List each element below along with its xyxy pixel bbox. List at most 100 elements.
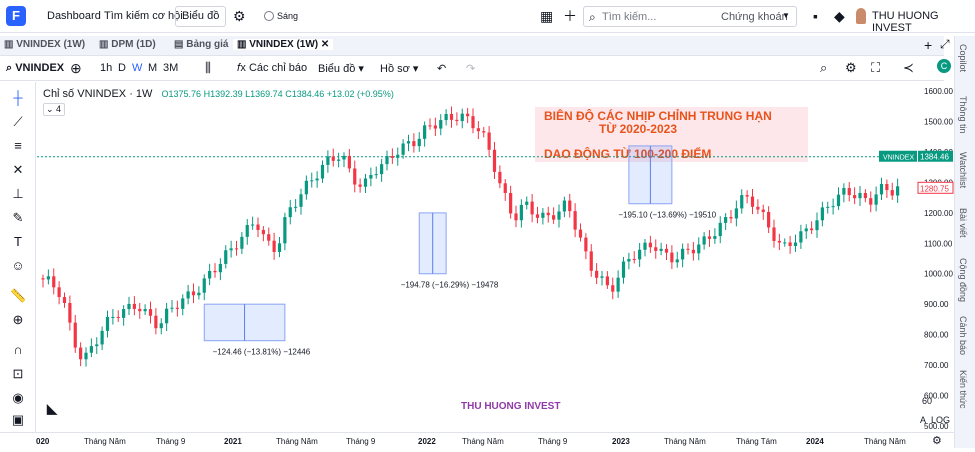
chevron-down-icon[interactable]: ▼ bbox=[782, 11, 790, 20]
nav-opportunities[interactable]: Tìm kiếm cơ hội bbox=[104, 10, 183, 22]
add-icon[interactable]: ＋ bbox=[563, 8, 577, 24]
candle bbox=[256, 224, 260, 230]
pattern-icon[interactable]: ✕ bbox=[12, 162, 24, 177]
tab-dpm-1d[interactable]: ▥ DPM (1D) bbox=[99, 39, 156, 50]
right-tab-community[interactable]: Cộng đồng bbox=[958, 258, 968, 303]
interval-1h[interactable]: 1h bbox=[100, 62, 113, 74]
candle bbox=[718, 222, 722, 237]
time-tick-label: Tháng Năm bbox=[84, 437, 126, 446]
indicators-button[interactable]: 𝑓x Các chỉ báo bbox=[237, 62, 308, 74]
chart-button[interactable]: Biểu đồ bbox=[175, 6, 227, 27]
right-tab-alerts[interactable]: Cảnh báo bbox=[958, 316, 968, 356]
candle bbox=[358, 184, 362, 187]
annotation-text-2: TỪ 2020-2023 bbox=[599, 121, 677, 136]
symbol-search[interactable]: ⌕ VNINDEX bbox=[6, 62, 65, 74]
settings-icon[interactable]: ⚙ bbox=[845, 60, 857, 75]
interval-w[interactable]: W bbox=[132, 62, 143, 74]
candle bbox=[79, 347, 83, 360]
nav-dashboard[interactable]: Dashboard bbox=[47, 10, 101, 22]
candle bbox=[380, 164, 384, 175]
undo-icon[interactable]: ↶ bbox=[437, 63, 447, 75]
candle bbox=[84, 352, 88, 360]
lock-icon[interactable]: ⊡ bbox=[12, 366, 24, 381]
price-tick-label: 1600.00 bbox=[924, 87, 953, 96]
user-name[interactable]: THU HUONG INVEST bbox=[872, 10, 939, 34]
profile-menu[interactable]: Hồ sơ ▾ bbox=[380, 63, 419, 75]
candle bbox=[105, 316, 110, 331]
candle bbox=[546, 212, 550, 216]
redo-icon[interactable]: ↷ bbox=[466, 63, 476, 75]
search-box[interactable]: ⌕ Tìm kiếm... Chứng khoán ▼ bbox=[583, 6, 797, 27]
candle bbox=[385, 156, 389, 165]
bell-icon[interactable]: ◆ bbox=[834, 8, 845, 24]
layout-grid-icon[interactable]: ▦ bbox=[540, 8, 554, 24]
interval-3m[interactable]: 3M bbox=[163, 62, 179, 74]
candle-type-icon[interactable]: ⫼ bbox=[205, 60, 211, 75]
avatar[interactable] bbox=[856, 8, 866, 24]
search-icon: ⌕ bbox=[589, 10, 596, 24]
tab-vnindex-1w[interactable]: ▥ VNINDEX (1W) bbox=[4, 39, 86, 50]
price-tick-label: 1000.00 bbox=[924, 270, 953, 279]
candle bbox=[460, 113, 464, 121]
ruler-icon[interactable]: 📏 bbox=[10, 288, 27, 303]
candle bbox=[874, 194, 878, 205]
candle bbox=[804, 228, 808, 232]
drawing-toolbar: ┼ ⟋ ≡ ✕ ⊥ ✎ T ☺ 📏 ⊕ ∩ ⊡ ◉ ▣ bbox=[0, 82, 36, 432]
candle bbox=[836, 194, 841, 207]
time-axis-labels: 020 Tháng Năm Tháng 9 2021 Tháng Năm Tháng 9 2… bbox=[36, 437, 906, 446]
trendline-icon[interactable]: ⟋ bbox=[13, 114, 23, 129]
candle bbox=[664, 248, 669, 253]
candle bbox=[498, 171, 502, 184]
candle bbox=[170, 307, 174, 309]
chart-type-menu[interactable]: Biểu đồ ▾ bbox=[318, 63, 364, 75]
right-tab-articles[interactable]: Bài viết bbox=[958, 208, 968, 238]
chat-icon[interactable]: ▪ bbox=[813, 8, 818, 24]
time-tick-label: 2024 bbox=[806, 437, 824, 446]
share-icon[interactable]: ≺ bbox=[903, 60, 914, 75]
crosshair-icon[interactable]: ┼ bbox=[13, 90, 23, 105]
right-tab-info[interactable]: Thông tin bbox=[958, 96, 968, 134]
interval-m[interactable]: M bbox=[148, 62, 158, 74]
zoom-icon[interactable]: ⌕ bbox=[820, 60, 828, 75]
chart-area[interactable]: 1600.001500.001400.001300.001200.001100.… bbox=[37, 82, 954, 432]
expand-icon[interactable]: ⤢ bbox=[940, 37, 950, 51]
app-logo[interactable]: F bbox=[6, 6, 26, 26]
text-icon[interactable]: T bbox=[14, 234, 22, 249]
candle bbox=[820, 207, 824, 221]
projection-icon[interactable]: ⊥ bbox=[12, 186, 24, 201]
gear-icon[interactable]: ⚙ bbox=[233, 8, 246, 24]
trash-icon[interactable]: ▣ bbox=[11, 412, 25, 427]
candle bbox=[654, 247, 658, 251]
search-scope-select[interactable]: Chứng khoán bbox=[721, 11, 788, 23]
axis-settings-icon[interactable]: ⚙ bbox=[932, 435, 942, 447]
emoji-icon[interactable]: ☺ bbox=[11, 258, 25, 273]
fullscreen-icon[interactable]: ⛶ bbox=[871, 60, 881, 75]
right-tab-watchlist[interactable]: Watchlist bbox=[958, 152, 968, 189]
time-axis[interactable]: 020 Tháng Năm Tháng 9 2021 Tháng Năm Tháng 9 2… bbox=[0, 432, 954, 448]
indicator-collapse[interactable]: ⌄ 4 bbox=[43, 103, 65, 116]
candle bbox=[251, 224, 255, 226]
magnet-icon[interactable]: ∩ bbox=[13, 342, 23, 357]
fib-icon[interactable]: ≡ bbox=[14, 138, 22, 153]
right-tab-copilot[interactable]: Copilot bbox=[958, 44, 968, 73]
tab-vnindex-active[interactable]: ▥ VNINDEX (1W) ✕ bbox=[233, 39, 334, 50]
theme-toggle-icon[interactable] bbox=[264, 11, 274, 21]
candle bbox=[224, 250, 228, 264]
right-tab-knowledge[interactable]: Kiến thức bbox=[958, 370, 968, 409]
candle bbox=[638, 249, 642, 260]
price-tick-label: 500.00 bbox=[924, 422, 949, 431]
price-tick-label: 600.00 bbox=[924, 391, 949, 400]
price-chart[interactable]: 1600.001500.001400.001300.001200.001100.… bbox=[37, 82, 954, 432]
compare-add-icon[interactable]: ⊕ bbox=[70, 60, 82, 76]
candle bbox=[154, 315, 158, 329]
brush-icon[interactable]: ✎ bbox=[12, 210, 24, 225]
eye-icon[interactable]: ◉ bbox=[12, 390, 24, 405]
search-input[interactable]: Tìm kiếm... bbox=[602, 11, 657, 23]
brand-c-icon[interactable]: C bbox=[937, 59, 951, 73]
interval-d[interactable]: D bbox=[118, 62, 126, 74]
candle bbox=[261, 229, 265, 235]
tab-bang-gia[interactable]: ▤ Bảng giá bbox=[174, 39, 229, 50]
zoom-in-icon[interactable]: ⊕ bbox=[12, 312, 24, 327]
candle bbox=[562, 200, 566, 212]
add-tab-icon[interactable]: + bbox=[924, 37, 933, 53]
